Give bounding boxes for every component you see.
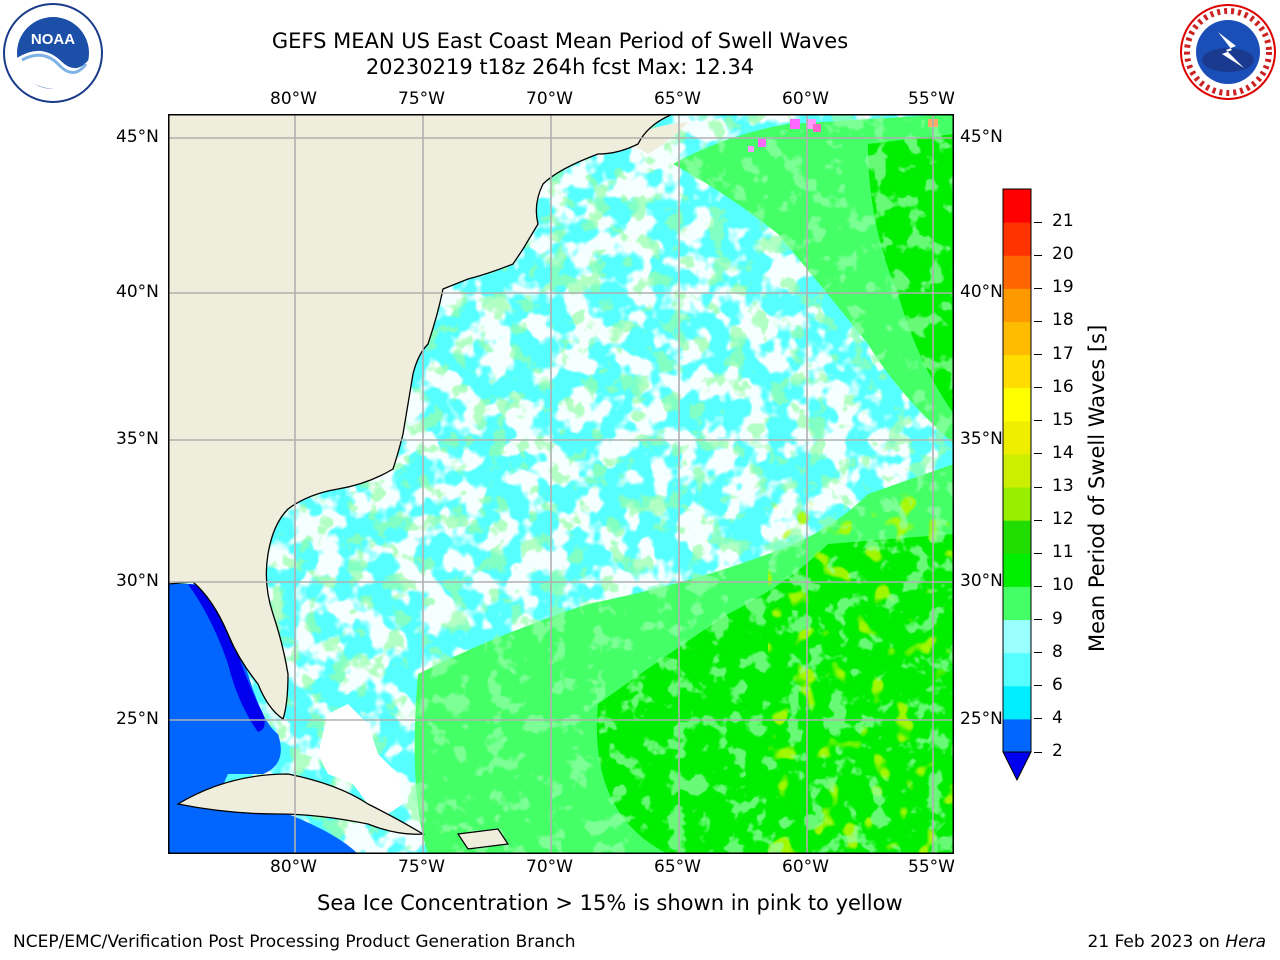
colorbar-segment <box>1003 321 1031 356</box>
lon-label-bottom: 60°W <box>782 857 829 877</box>
colorbar-segment <box>1003 288 1031 322</box>
nws-logo <box>1178 2 1278 102</box>
colorbar-segment <box>1003 420 1031 455</box>
lon-label-top: 70°W <box>526 89 573 109</box>
colorbar-segment <box>1003 487 1031 521</box>
colorbar-segment <box>1003 222 1031 256</box>
colorbar-frame <box>1002 188 1032 753</box>
colorbar-tick-label: 14 <box>1052 442 1074 463</box>
colorbar-tick-mark <box>1034 552 1042 554</box>
colorbar-tick-label: 15 <box>1052 409 1074 430</box>
colorbar-tick-label: 12 <box>1052 509 1074 530</box>
swell-blue-gulf <box>168 584 281 854</box>
lon-label-bottom: 80°W <box>270 857 317 877</box>
colorbar-tick-label: 13 <box>1052 476 1074 497</box>
colorbar-tick-label: 19 <box>1052 277 1074 298</box>
land-hispaniola <box>456 828 510 850</box>
swell-deep-blue-gulf <box>188 584 265 732</box>
coastline <box>168 114 674 721</box>
colorbar-segment <box>1003 652 1031 687</box>
colorbar-tick-label: 20 <box>1052 244 1074 265</box>
lat-label-right: 40°N <box>960 282 1003 302</box>
lat-label-left: 30°N <box>116 571 159 591</box>
colorbar-tick-label: 21 <box>1052 211 1074 232</box>
colorbar-tick-mark <box>1034 387 1042 389</box>
lon-label-bottom: 70°W <box>526 857 573 877</box>
chart-title-line1: GEFS MEAN US East Coast Mean Period of S… <box>271 29 849 53</box>
colorbar-tick-label: 17 <box>1052 343 1074 364</box>
colorbar-tick-mark <box>1034 287 1042 289</box>
map-panel <box>168 114 954 854</box>
colorbar-tick-mark <box>1034 751 1042 753</box>
colorbar-tick-mark <box>1034 718 1042 720</box>
colorbar-tick-mark <box>1034 652 1042 654</box>
lat-label-right: 45°N <box>960 127 1003 147</box>
footer-date-text: 21 Feb 2023 on <box>1087 932 1226 952</box>
lon-label-top: 60°W <box>782 89 829 109</box>
colorbar-tick-label: 4 <box>1052 707 1063 728</box>
colorbar-segment <box>1003 718 1031 753</box>
lon-label-top: 55°W <box>908 89 955 109</box>
colorbar-tick-label: 2 <box>1052 741 1063 761</box>
colorbar-tick-mark <box>1034 685 1042 687</box>
lat-label-left: 25°N <box>116 709 159 729</box>
colorbar-segment <box>1003 387 1031 422</box>
colorbar-segment <box>1003 619 1031 654</box>
lon-label-bottom: 75°W <box>398 857 445 877</box>
colorbar-tick-mark <box>1034 453 1042 455</box>
lat-label-left: 35°N <box>116 429 159 449</box>
lon-label-top: 80°W <box>270 89 317 109</box>
colorbar-segment <box>1003 453 1031 488</box>
colorbar-under-arrow <box>1002 751 1032 782</box>
colorbar-tick-mark <box>1034 254 1042 256</box>
colorbar-tick-label: 11 <box>1052 542 1074 563</box>
colorbar-segment <box>1003 553 1031 587</box>
colorbar-tick-mark <box>1034 354 1042 356</box>
colorbar-tick-label: 16 <box>1052 376 1074 397</box>
lat-label-right: 30°N <box>960 571 1003 591</box>
lon-label-bottom: 55°W <box>908 857 955 877</box>
chart-title-line2: 20230219 t18z 264h fcst Max: 12.34 <box>365 55 755 79</box>
colorbar-segment <box>1003 520 1031 554</box>
colorbar-tick-mark <box>1034 486 1042 488</box>
lon-label-bottom: 65°W <box>654 857 701 877</box>
lat-label-left: 40°N <box>116 282 159 302</box>
colorbar-segment <box>1003 685 1031 720</box>
colorbar-tick-label: 6 <box>1052 674 1063 695</box>
gridlines <box>168 114 954 854</box>
footer-date: 21 Feb 2023 on Hera <box>1088 932 1266 952</box>
colorbar <box>1000 186 1036 786</box>
svg-text:NOAA: NOAA <box>31 31 75 48</box>
footer-host: Hera <box>1225 932 1266 952</box>
colorbar-segment <box>1003 255 1031 289</box>
sea-ice-note: Sea Ice Concentration > 15% is shown in … <box>317 891 903 915</box>
lon-label-top: 65°W <box>654 89 701 109</box>
colorbar-tick-label: 9 <box>1052 608 1063 629</box>
colorbar-title: Mean Period of Swell Waves [s] <box>1085 324 1109 652</box>
lat-label-right: 25°N <box>960 709 1003 729</box>
colorbar-tick-mark <box>1034 519 1042 521</box>
colorbar-tick-mark <box>1034 221 1042 223</box>
colorbar-tick-label: 18 <box>1052 310 1074 331</box>
colorbar-tick-label: 8 <box>1052 641 1063 662</box>
footer-branch: NCEP/EMC/Verification Post Processing Pr… <box>13 932 576 952</box>
colorbar-tick-mark <box>1034 585 1042 587</box>
colorbar-tick-mark <box>1034 320 1042 322</box>
colorbar-tick-mark <box>1034 619 1042 621</box>
lat-label-left: 45°N <box>116 127 159 147</box>
lon-label-top: 75°W <box>398 89 445 109</box>
colorbar-segment <box>1003 586 1031 621</box>
noaa-logo: NOAA <box>2 2 104 104</box>
bahamas-shoals <box>318 704 403 814</box>
colorbar-tick-label: 10 <box>1052 575 1074 596</box>
lat-label-right: 35°N <box>960 429 1003 449</box>
colorbar-segment <box>1003 354 1031 389</box>
colorbar-segment <box>1003 189 1031 223</box>
colorbar-tick-mark <box>1034 420 1042 422</box>
